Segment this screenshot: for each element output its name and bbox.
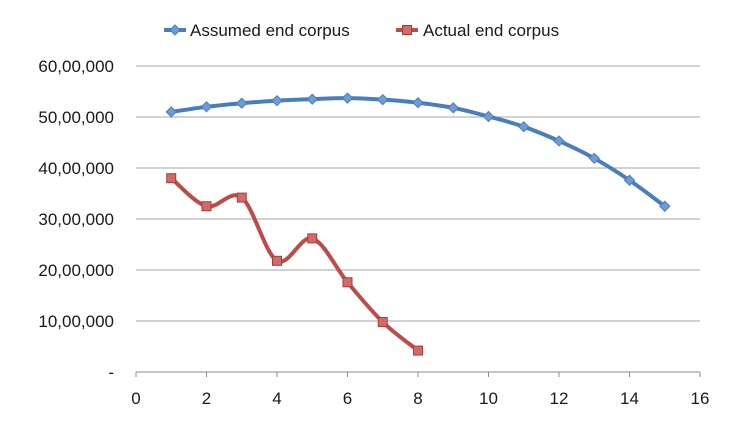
legend-item-assumed-end-corpus: Assumed end corpus bbox=[164, 21, 350, 40]
axes bbox=[135, 371, 701, 377]
y-tick-label: 30,00,000 bbox=[38, 210, 114, 229]
x-tick-label: 4 bbox=[272, 389, 281, 408]
legend-label: Assumed end corpus bbox=[190, 21, 350, 40]
data-point-actual-end-corpus bbox=[377, 317, 388, 328]
series-assumed-end-corpus bbox=[165, 92, 671, 212]
data-point-assumed-end-corpus bbox=[588, 152, 600, 165]
data-point-assumed-end-corpus bbox=[518, 120, 530, 133]
data-point-assumed-end-corpus bbox=[412, 97, 424, 109]
x-tick-label: 10 bbox=[479, 389, 498, 408]
x-tick-label: 6 bbox=[343, 389, 352, 408]
x-tick-label: 8 bbox=[413, 389, 422, 408]
data-point-assumed-end-corpus bbox=[482, 110, 495, 123]
legend-swatch-marker bbox=[402, 25, 412, 35]
data-point-assumed-end-corpus bbox=[553, 135, 565, 147]
data-point-assumed-end-corpus bbox=[271, 94, 283, 107]
data-point-assumed-end-corpus bbox=[623, 174, 636, 186]
x-tick-label: 16 bbox=[691, 389, 710, 408]
y-tick-label: 50,00,000 bbox=[38, 108, 114, 127]
y-tick-label: 40,00,000 bbox=[38, 159, 114, 178]
data-point-assumed-end-corpus bbox=[341, 92, 354, 104]
legend-label: Actual end corpus bbox=[423, 21, 559, 40]
gridlines bbox=[136, 65, 700, 322]
data-point-actual-end-corpus bbox=[307, 233, 318, 244]
data-point-actual-end-corpus bbox=[166, 173, 177, 184]
y-tick-label: 20,00,000 bbox=[38, 261, 114, 280]
legend-swatch-marker bbox=[169, 24, 181, 36]
y-tick-label: 60,00,000 bbox=[38, 57, 114, 76]
x-tick-label: 12 bbox=[550, 389, 569, 408]
y-tick-labels: - 10,00,000 20,00,000 30,00,000 40,00,000 50,… bbox=[38, 57, 114, 382]
data-point-actual-end-corpus bbox=[236, 192, 247, 203]
series-actual-end-corpus bbox=[166, 173, 423, 356]
y-tick-label: 10,00,000 bbox=[38, 312, 114, 331]
data-point-assumed-end-corpus bbox=[200, 101, 213, 113]
data-point-assumed-end-corpus bbox=[306, 93, 318, 105]
data-point-assumed-end-corpus bbox=[377, 93, 389, 106]
data-point-assumed-end-corpus bbox=[659, 200, 671, 212]
legend: Assumed end corpus Actual end corpus bbox=[164, 21, 559, 40]
x-tick-labels: 0 2 4 6 8 10 12 14 16 bbox=[131, 389, 709, 408]
legend-item-actual-end-corpus: Actual end corpus bbox=[396, 21, 559, 40]
series-line-assumed-end-corpus bbox=[169, 96, 667, 209]
data-point-assumed-end-corpus bbox=[165, 106, 177, 118]
x-tick-label: 2 bbox=[202, 389, 211, 408]
data-point-assumed-end-corpus bbox=[447, 102, 459, 114]
data-point-actual-end-corpus bbox=[272, 255, 282, 266]
x-tick-label: 0 bbox=[131, 389, 140, 408]
data-point-actual-end-corpus bbox=[201, 201, 212, 212]
data-point-assumed-end-corpus bbox=[236, 97, 248, 109]
x-tick-label: 14 bbox=[620, 389, 639, 408]
data-point-actual-end-corpus bbox=[413, 345, 423, 356]
data-point-actual-end-corpus bbox=[342, 277, 353, 288]
series-layer bbox=[165, 92, 671, 356]
y-tick-label: - bbox=[108, 363, 114, 382]
